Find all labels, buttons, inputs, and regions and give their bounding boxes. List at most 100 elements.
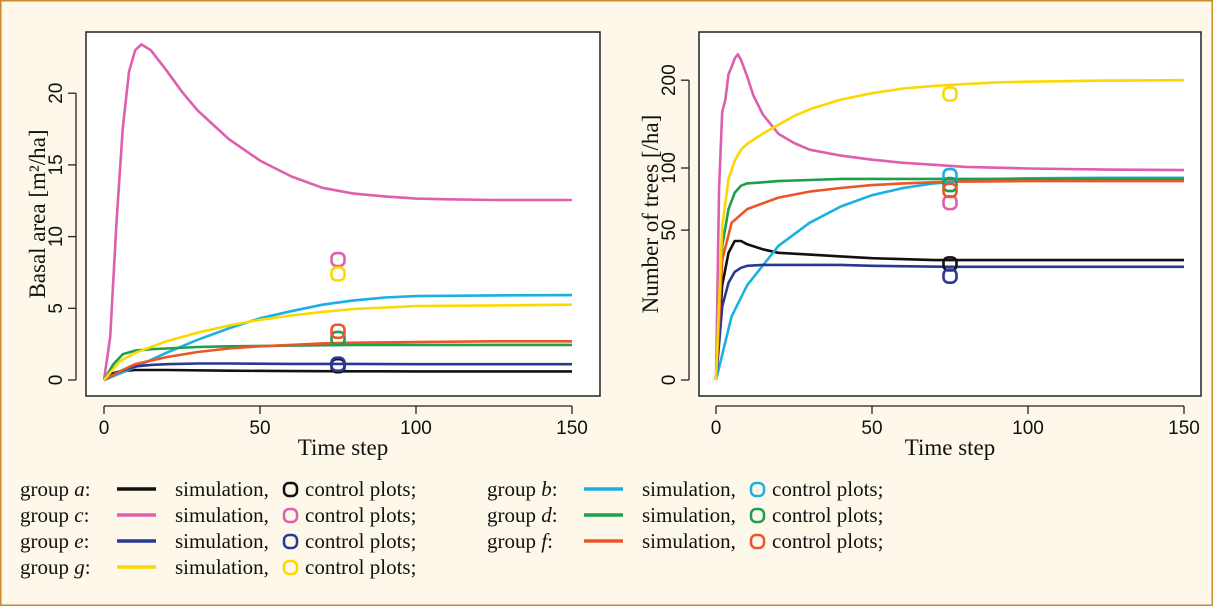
y-tick-label: 200 [659,64,680,96]
legend-marker-swatch [749,507,766,524]
legend-marker-swatch [749,481,766,498]
y-tick-label: 0 [46,375,67,386]
x-tick-label: 50 [861,418,882,439]
y-axis-title-number-of-trees: Number of trees [/ha] [638,115,663,314]
y-tick-label: 50 [659,220,680,241]
x-axis-title-number-of-trees: Time step [905,435,996,460]
y-axis-number-of-trees: 0 50 100 200 [659,64,690,386]
y-tick-label: 15 [46,154,67,175]
x-tick-label: 0 [99,418,110,439]
x-tick-label: 0 [711,418,722,439]
legend-colon: : [84,529,90,553]
legend-simulation-label: simulation, [642,477,736,501]
series-layer-number-of-trees [714,53,1185,381]
series-line-group-f [714,179,1184,381]
legend-group-word: group [487,503,541,527]
legend-group-word: group [20,477,74,501]
legend-marker-swatch [282,481,299,498]
legend-colon: : [84,503,90,527]
y-axis-basal-area: 0 5 10 15 20 [46,83,77,386]
chart-basal-area: 0 50 100 150 0 5 10 15 20 Time step Basal area … [25,31,601,460]
series-line-group-f [103,340,572,382]
chart-number-of-trees: 0 50 100 150 0 50 100 200 Time step Number of … [638,31,1202,460]
control-plot-point-group-c [330,251,346,268]
legend-group-label: group g: [20,555,91,579]
legend: group a: simulation, control plots; group b… [20,477,883,579]
legend-group-letter: f [541,529,550,553]
legend-marker-swatch [282,507,299,524]
legend-marker-swatch [749,533,766,550]
series-line-group-d [102,343,572,381]
legend-group-letter: b [541,477,552,501]
x-axis-title-basal-area: Time step [298,435,389,460]
plot-frame-number-of-trees [698,31,1202,397]
legend-group-letter: d [541,503,552,527]
legend-simulation-label: simulation, [175,477,269,501]
series-line-group-a [714,239,1184,381]
legend-control-label: control plots; [305,477,416,501]
legend-simulation-label: simulation, [175,503,269,527]
legend-group-word: group [20,529,74,553]
series-line-group-b [103,293,573,382]
legend-simulation-label: simulation, [642,503,736,527]
legend-marker-swatch [282,533,299,550]
y-tick-label: 5 [46,303,67,314]
legend-group-label: group b: [487,477,558,501]
legend-control-label: control plots; [772,529,883,553]
legend-group-word: group [20,503,74,527]
series-line-group-d [714,177,1184,381]
legend-group-label: group a: [20,477,91,501]
x-tick-label: 150 [556,418,588,439]
legend-group-letter: e [74,529,83,553]
series-layer-basal-area [102,43,573,382]
series-line-group-g [714,78,1185,381]
legend-group-letter: a [74,477,85,501]
x-tick-label: 100 [1012,418,1044,439]
legend-control-label: control plots; [772,503,883,527]
control-plot-point-group-f [942,182,958,199]
control-plot-point-group-b [942,167,958,184]
series-line-group-g [103,303,573,381]
legend-group-letter: c [74,503,84,527]
legend-control-label: control plots; [772,477,883,501]
legend-control-label: control plots; [305,555,416,579]
control-plot-point-group-d [942,176,958,193]
legend-simulation-label: simulation, [175,529,269,553]
x-axis-basal-area: 0 50 100 150 [99,405,588,439]
legend-group-label: group e: [20,529,89,553]
series-line-group-c [102,43,572,381]
legend-colon: : [552,503,558,527]
legend-group-label: group c: [20,503,89,527]
legend-control-label: control plots; [305,529,416,553]
legend-colon: : [85,477,91,501]
legend-group-label: group f: [487,529,553,553]
y-tick-label: 100 [659,152,680,184]
legend-group-label: group d: [487,503,558,527]
y-tick-label: 20 [46,83,67,104]
control-plot-point-group-g [942,86,958,102]
legend-group-word: group [487,477,541,501]
y-tick-label: 0 [659,375,680,386]
x-tick-label: 100 [400,418,432,439]
control-plot-point-group-d [330,330,346,347]
legend-simulation-label: simulation, [642,529,736,553]
legend-colon: : [85,555,91,579]
legend-colon: : [552,477,558,501]
control-plot-point-group-f [330,323,346,340]
series-line-group-e [714,263,1184,381]
x-axis-number-of-trees: 0 50 100 150 [711,405,1200,439]
series-line-group-c [714,53,1185,381]
legend-control-label: control plots; [305,503,416,527]
y-tick-label: 10 [46,226,67,247]
x-tick-label: 50 [249,418,270,439]
x-tick-label: 150 [1168,418,1200,439]
control-plot-point-group-e [330,356,346,373]
control-plot-point-group-g [330,266,346,282]
legend-group-word: group [487,529,541,553]
series-line-group-e [103,362,572,382]
legend-marker-swatch [282,559,299,576]
control-plot-point-group-e [942,268,958,284]
y-axis-title-basal-area: Basal area [m²/ha] [25,129,50,298]
legend-group-letter: g [74,555,85,579]
